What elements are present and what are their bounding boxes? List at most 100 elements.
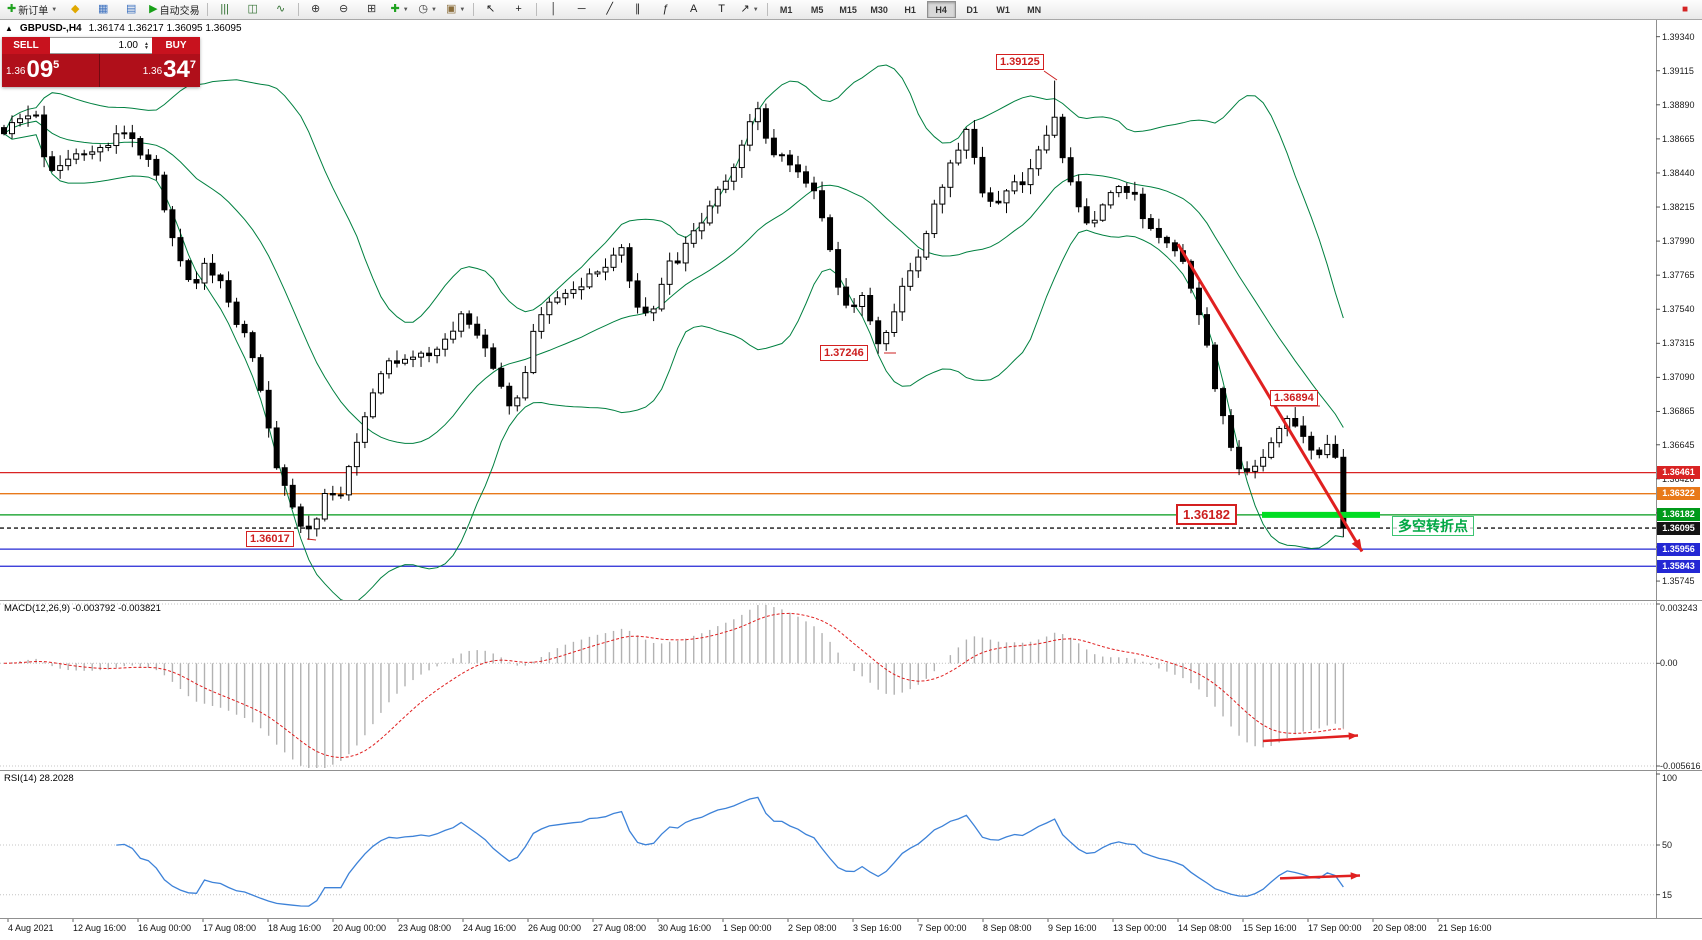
timeframe-d1[interactable]: D1 [966, 4, 978, 15]
volume-value: 1.00 [118, 40, 138, 51]
timeframe-w1[interactable]: W1 [996, 4, 1010, 15]
turning-point-label[interactable]: 多空转折点 [1392, 516, 1474, 536]
price-callout-13724[interactable]: 1.37246 [820, 345, 868, 361]
timeframe-h1[interactable]: H1 [904, 4, 916, 15]
rsi-line [116, 796, 1344, 907]
volume-up-icon[interactable]: ▲ [144, 40, 149, 47]
timeframe-m1[interactable]: M1 [779, 4, 793, 15]
alert-icon[interactable]: ■ [1681, 4, 1689, 15]
trendline-icon: ╱ [606, 3, 613, 15]
timeframe-mn[interactable]: MN [1027, 4, 1042, 15]
rsi-pane [0, 796, 1656, 907]
line-chart-icon[interactable]: ∿ [267, 0, 295, 19]
cursor-icon[interactable]: ↖ [477, 0, 505, 19]
price-callout-13618[interactable]: 1.36182 [1176, 504, 1237, 525]
buy-price-prefix: 1.36 [142, 66, 163, 77]
one-click-trading-panel: SELL 1.00 ▲ ▼ BUY 1.36 09 5 1.36 34 7 [2, 37, 200, 87]
price-callout-13912[interactable]: 1.39125 [996, 54, 1044, 70]
volume-field[interactable]: 1.00 ▲ ▼ [50, 37, 152, 54]
buy-price-pips: 34 [163, 56, 190, 83]
horizontal-line-icon[interactable]: ─ [568, 0, 596, 19]
level-lines[interactable] [0, 471, 1656, 567]
text-icon[interactable]: A [680, 0, 708, 19]
label-icon: T [718, 3, 725, 15]
chevron-down-icon: ▼ [752, 6, 759, 13]
rsi-pane-label: RSI(14) 28.2028 [4, 773, 74, 784]
new-order-icon: ✚ [7, 3, 17, 15]
macd-histogram [11, 604, 1345, 768]
crosshair-icon[interactable]: + [505, 0, 533, 19]
bar-chart-icon: ||| [220, 3, 229, 15]
trendline-icon[interactable]: ╱ [596, 0, 624, 19]
fibonacci-icon[interactable]: ƒ [652, 0, 680, 19]
sell-price-point: 5 [53, 59, 60, 71]
text-icon: A [689, 3, 698, 15]
macd-arrow[interactable] [1262, 732, 1359, 743]
sell-button[interactable]: SELL [2, 37, 50, 54]
tile-windows-icon: ⊞ [367, 3, 377, 15]
bar-chart-icon[interactable]: ||| [211, 0, 239, 19]
cursor-icon: ↖ [486, 3, 496, 15]
arrows-tool-icon: ↗ [740, 3, 750, 15]
bollinger-bands [3, 64, 1344, 600]
new-order-icon[interactable]: ✚ 新订单 ▼ [3, 0, 61, 19]
line-chart-icon: ∿ [276, 3, 286, 15]
candlestick-icon: ◫ [247, 3, 258, 15]
sell-price[interactable]: 1.36 09 5 [2, 54, 100, 87]
chart-window-icon: ▦ [97, 3, 109, 15]
chart-window-icon[interactable]: ▦ [89, 0, 117, 19]
timeframe-m15[interactable]: M15 [839, 4, 857, 15]
label-icon[interactable]: T [708, 0, 736, 19]
periods-icon[interactable]: ◷ ▼ [414, 0, 442, 19]
channel-icon: ∥ [634, 3, 641, 15]
toolbar-separator [766, 3, 768, 16]
tile-windows-icon[interactable]: ⊞ [358, 0, 386, 19]
vertical-line-icon[interactable]: │ [540, 0, 568, 19]
horizontal-line-icon: ─ [577, 3, 586, 15]
buy-price[interactable]: 1.36 34 7 [100, 54, 201, 87]
indicators-icon[interactable]: ✚ ▼ [386, 0, 414, 19]
zoom-out-icon[interactable]: ⊖ [330, 0, 358, 19]
macd-signal-line [3, 612, 1344, 759]
chevron-down-icon: ▼ [459, 6, 466, 13]
market-watch-icon: ◆ [70, 3, 80, 15]
timeframe-m30[interactable]: M30 [870, 4, 888, 15]
timeframe-m5[interactable]: M5 [810, 4, 824, 15]
macd-pane-label: MACD(12,26,9) -0.003792 -0.003821 [4, 603, 161, 614]
arrows-tool-icon[interactable]: ↗ ▼ [736, 0, 764, 19]
vertical-line-icon: │ [550, 3, 558, 15]
chart-ohlc: 1.36174 1.36217 1.36095 1.36095 [88, 23, 242, 34]
volume-stepper[interactable]: ▲ ▼ [141, 40, 152, 51]
autotrading-icon: ▶ [149, 3, 158, 15]
channel-icon[interactable]: ∥ [624, 0, 652, 19]
templates-icon: ▣ [445, 3, 457, 15]
collapse-panel-icon[interactable]: ▲ [5, 24, 13, 33]
autotrading-icon[interactable]: ▶ 自动交易 [145, 0, 203, 19]
autotrading-icon-label: 自动交易 [159, 6, 200, 17]
chevron-down-icon: ▼ [402, 6, 409, 13]
candles [1, 80, 1347, 540]
chevron-down-icon: ▼ [51, 6, 58, 13]
zoom-in-icon[interactable]: ⊕ [302, 0, 330, 19]
candlestick-icon[interactable]: ◫ [239, 0, 267, 19]
toolbar-separator [206, 3, 208, 16]
buy-button[interactable]: BUY [152, 37, 200, 54]
templates-icon[interactable]: ▣ ▼ [442, 0, 470, 19]
market-watch-icon[interactable]: ◆ [61, 0, 89, 19]
navigator-icon[interactable]: ▤ [117, 0, 145, 19]
timeframe-h4[interactable]: H4 [926, 1, 956, 18]
toolbar: ✚ 新订单 ▼ ◆ ▦ ▤ ▶ 自动交易 ||| ◫ ∿ ⊕ ⊖ ⊞ ✚ ▼ ◷ ▼ ▣ ▼ ↖ + │ ─ ╱ ∥ ƒ A T ↗ ▼ M1… [0, 0, 1702, 20]
chart-symbol-period: GBPUSD-,H4 [19, 23, 82, 34]
new-order-icon-label: 新订单 [18, 6, 49, 17]
chart-header: ▲ GBPUSD-,H4 1.36174 1.36217 1.36095 1.3… [5, 23, 242, 34]
zoom-in-icon: ⊕ [311, 3, 321, 15]
sell-price-pips: 09 [26, 56, 54, 83]
rsi-arrow[interactable] [1279, 872, 1361, 880]
toolbar-separator [297, 3, 299, 16]
volume-down-icon[interactable]: ▼ [144, 44, 149, 51]
price-callout-13689[interactable]: 1.36894 [1270, 390, 1318, 406]
price-callout-13601[interactable]: 1.36017 [246, 531, 294, 547]
pane-separators [0, 20, 1702, 919]
